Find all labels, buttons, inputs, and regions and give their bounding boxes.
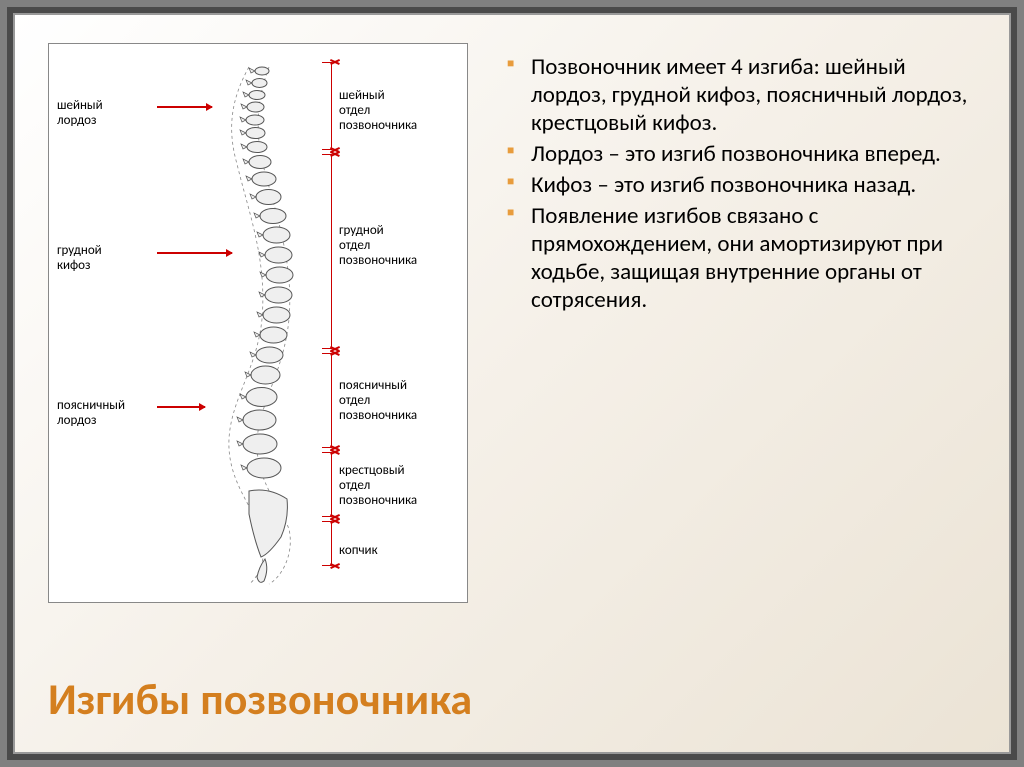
- tick-mark: [331, 562, 339, 570]
- tick-mark: [331, 517, 339, 525]
- pointer-arrow: [157, 106, 212, 108]
- tick-mark: [331, 150, 339, 158]
- left-label: поясничныйлордоз: [57, 399, 157, 429]
- bullet-item: Позвоночник имеет 4 изгиба: шейный лордо…: [503, 53, 976, 137]
- section-bracket: [322, 353, 332, 448]
- pointer-arrow: [157, 252, 232, 254]
- left-label: груднойкифоз: [57, 244, 157, 274]
- section-bracket: [322, 154, 332, 349]
- bullet-item: Кифоз – это изгиб позвоночника назад.: [503, 171, 976, 199]
- right-label: груднойотделпозвоночника: [339, 224, 459, 269]
- content-row: шейныйлордоз груднойкифоз поясничныйлордоз…: [13, 13, 1011, 654]
- tick-mark: [331, 448, 339, 456]
- spine-diagram: шейныйлордоз груднойкифоз поясничныйлордоз…: [48, 43, 468, 603]
- section-bracket: [322, 62, 332, 150]
- slide-title: Изгибы позвоночника: [48, 672, 472, 726]
- section-bracket: [322, 452, 332, 517]
- right-label: поясничныйотделпозвоночника: [339, 379, 459, 424]
- spine-svg: [219, 59, 299, 589]
- right-label: шейныйотделпозвоночника: [339, 89, 459, 134]
- bullet-item: Лордоз – это изгиб позвоночника вперед.: [503, 140, 976, 168]
- slide-frame: шейныйлордоз груднойкифоз поясничныйлордоз…: [7, 7, 1017, 760]
- pointer-arrow: [157, 406, 205, 408]
- section-bracket: [322, 521, 332, 566]
- left-label: шейныйлордоз: [57, 99, 157, 129]
- tick-mark: [331, 349, 339, 357]
- right-label: копчик: [339, 544, 459, 559]
- bullet-item: Появление изгибов связано с прямохождени…: [503, 202, 976, 314]
- bullet-list: Позвоночник имеет 4 изгиба: шейный лордо…: [503, 53, 976, 314]
- tick-mark: [331, 58, 339, 66]
- right-label: крестцовыйотделпозвоночника: [339, 464, 459, 509]
- text-column: Позвоночник имеет 4 изгиба: шейный лордо…: [468, 43, 976, 654]
